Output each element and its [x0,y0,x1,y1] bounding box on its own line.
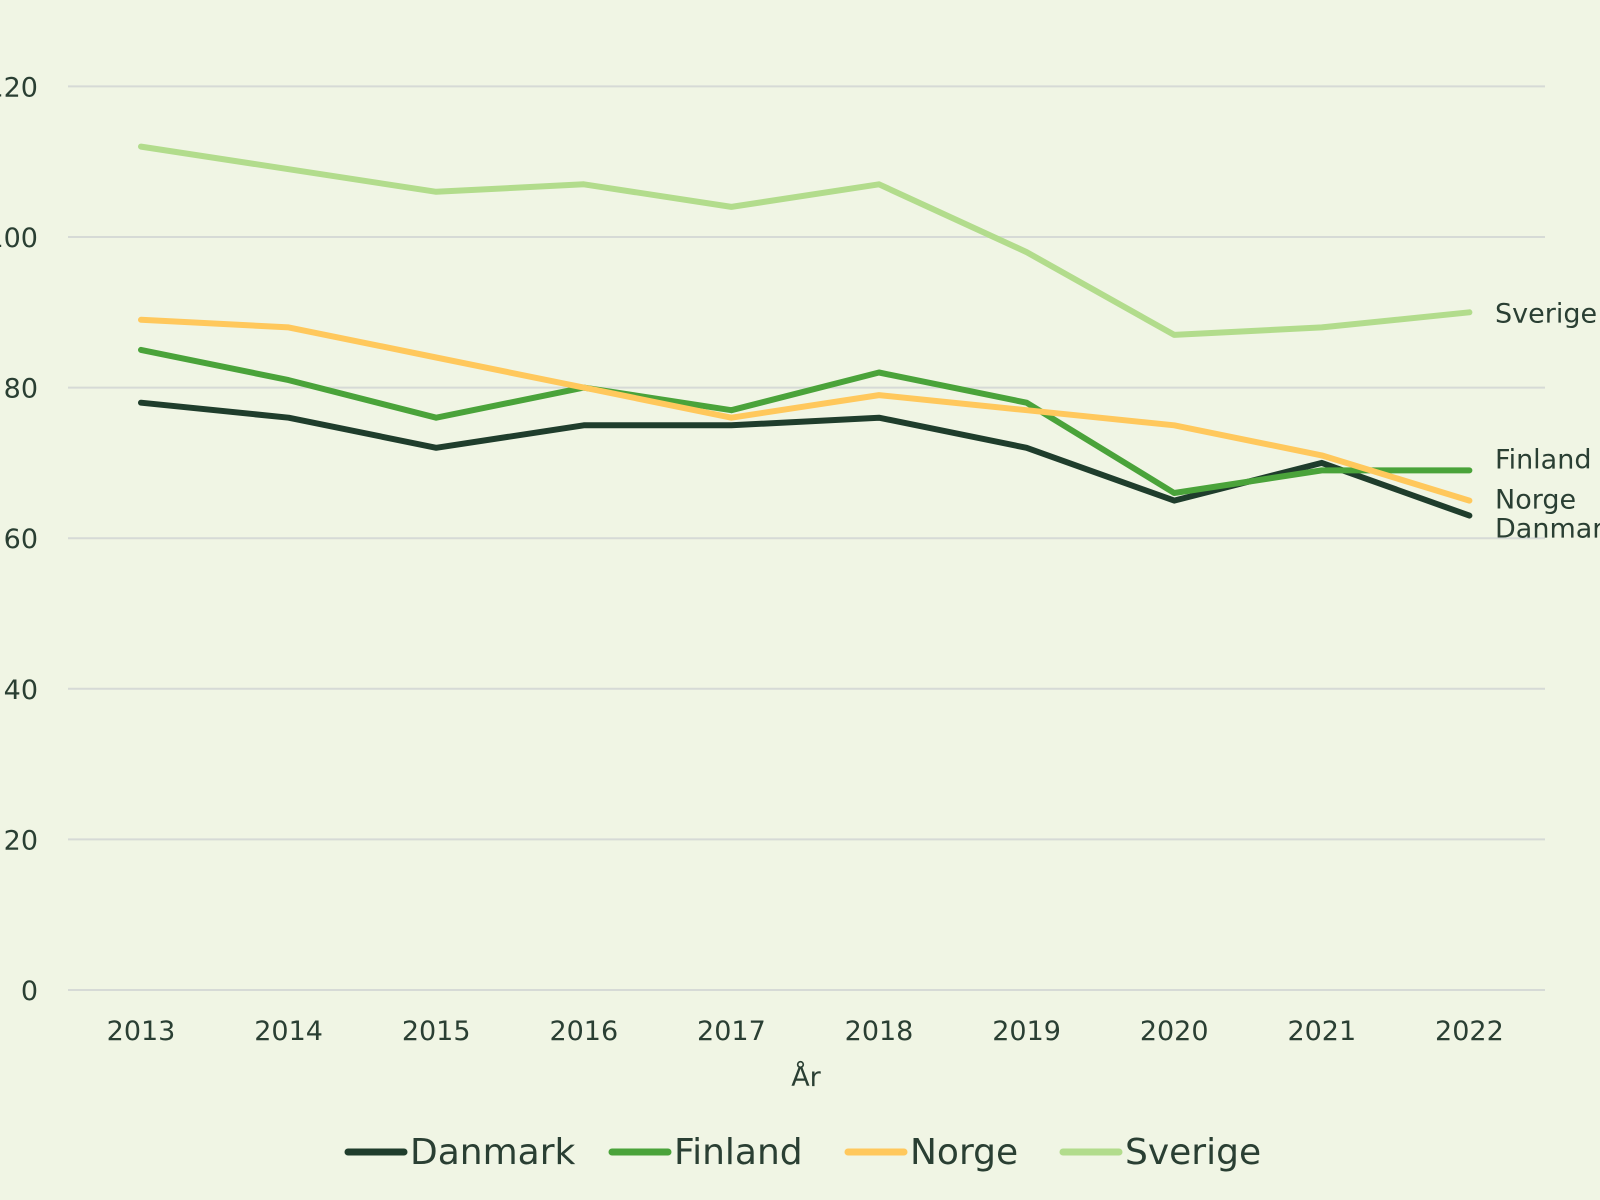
end-label-finland: Finland [1495,444,1591,475]
x-tick-label: 2013 [107,1016,176,1047]
y-tick-label: 120 [0,72,38,103]
y-tick-label: 80 [4,374,38,405]
y-tick-label: 20 [4,825,38,856]
x-tick-label: 2017 [697,1016,766,1047]
legend-label-norge: Norge [910,1132,1018,1173]
x-tick-label: 2018 [845,1016,914,1047]
end-label-norge: Norge [1495,485,1576,516]
legend-label-finland: Finland [674,1132,803,1173]
x-tick-label: 2021 [1287,1016,1356,1047]
end-label-danmark: Danmark [1495,514,1600,545]
gridlines [68,85,1545,991]
x-axis-ticks: 2013 2014 2015 2016 2017 2018 2019 2020 2021 2022 [107,1016,1504,1047]
y-axis-ticks: 0 20 40 60 80 100 120 [0,72,38,1007]
series-lines [138,143,1473,519]
y-tick-label: 60 [4,524,38,555]
x-tick-label: 2016 [549,1016,618,1047]
x-axis-title: År [791,1061,821,1093]
y-tick-label: 100 [0,223,38,254]
legend-label-danmark: Danmark [410,1132,576,1173]
x-tick-label: 2014 [254,1016,323,1047]
series-line-norge [138,316,1473,504]
legend: Danmark Finland Norge Sverige [344,1132,1261,1173]
legend-label-sverige: Sverige [1125,1132,1261,1173]
series-end-labels: Danmark Finland Norge Sverige [1495,298,1600,544]
y-tick-label: 40 [4,675,38,706]
end-label-sverige: Sverige [1495,298,1597,329]
x-tick-label: 2019 [992,1016,1061,1047]
x-tick-label: 2022 [1435,1016,1504,1047]
x-tick-label: 2020 [1140,1016,1209,1047]
y-tick-label: 0 [21,976,38,1007]
x-tick-label: 2015 [402,1016,471,1047]
series-line-sverige [138,143,1473,338]
series-line-finland [138,346,1473,496]
series-line-danmark [138,399,1473,519]
